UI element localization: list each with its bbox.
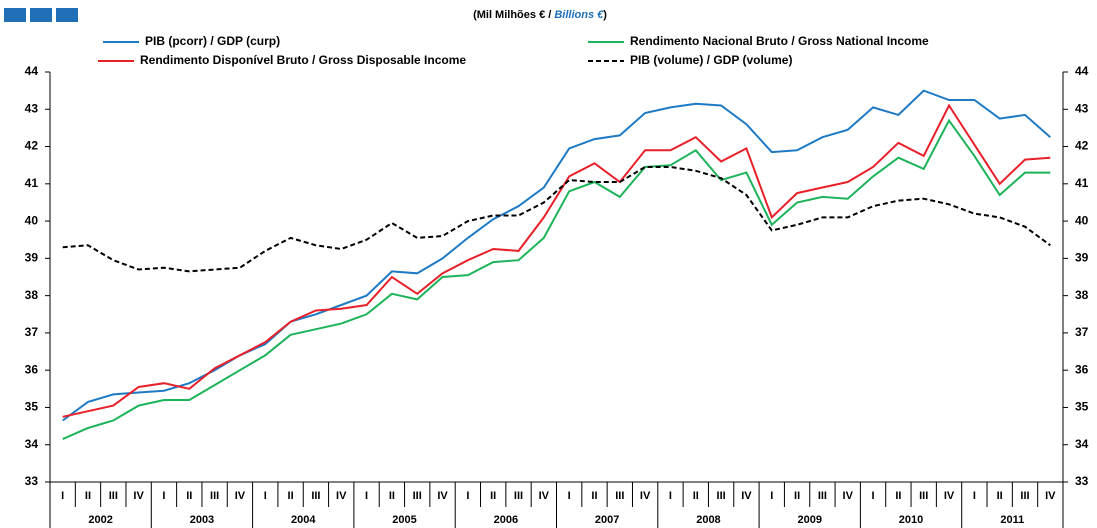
- year-label: 2009: [798, 514, 822, 526]
- y2-tick-label: 34: [1075, 437, 1089, 451]
- x-tick-label: II: [490, 490, 496, 502]
- chart-title: (Mil Milhões € / Billions €): [473, 9, 607, 21]
- x-tick-label: IV: [640, 490, 651, 502]
- x-tick-label: III: [818, 490, 827, 502]
- line-series: [62, 103, 1051, 418]
- x-tick-label: IV: [133, 490, 144, 502]
- x-tick-label: III: [514, 490, 523, 502]
- x-tick-label: I: [61, 490, 64, 502]
- x-tick-label: I: [365, 490, 368, 502]
- x-tick-label: I: [264, 490, 267, 502]
- y-tick-label: 34: [25, 437, 39, 451]
- line-series: [62, 118, 1051, 441]
- x-tick-label: III: [210, 490, 219, 502]
- y-tick-label: 35: [25, 400, 39, 414]
- legend-label: PIB (pcorr) / GDP (curp): [145, 34, 280, 48]
- x-tick-label: I: [568, 490, 571, 502]
- title-pt: (Mil Milhões € /: [473, 9, 554, 21]
- year-label: 2006: [494, 514, 518, 526]
- y-tick-label: 36: [25, 362, 39, 376]
- title-en: Billions €: [554, 9, 604, 21]
- y2-tick-label: 37: [1075, 325, 1089, 339]
- y-tick-label: 33: [25, 474, 39, 488]
- y2-tick-label: 35: [1075, 400, 1089, 414]
- x-tick-label: IV: [539, 490, 550, 502]
- x-tick-label: IV: [1045, 490, 1056, 502]
- y2-tick-label: 38: [1075, 288, 1089, 302]
- x-tick-label: II: [85, 490, 91, 502]
- y2-tick-label: 44: [1075, 64, 1089, 78]
- y-tick-label: 37: [25, 325, 39, 339]
- y2-tick-label: 39: [1075, 251, 1089, 265]
- year-label: 2007: [595, 514, 619, 526]
- x-tick-label: I: [872, 490, 875, 502]
- legend-label: Rendimento Disponível Bruto / Gross Disp…: [140, 53, 466, 67]
- x-tick-label: II: [997, 490, 1003, 502]
- year-label: 2011: [1000, 514, 1024, 526]
- x-tick-label: II: [186, 490, 192, 502]
- y2-tick-label: 43: [1075, 101, 1089, 115]
- year-label: 2003: [190, 514, 214, 526]
- x-tick-label: III: [311, 490, 320, 502]
- x-tick-label: III: [717, 490, 726, 502]
- x-tick-label: II: [794, 490, 800, 502]
- decor-square: [4, 8, 26, 22]
- x-tick-label: I: [466, 490, 469, 502]
- legend-label: Rendimento Nacional Bruto / Gross Nation…: [630, 34, 929, 48]
- x-tick-label: III: [413, 490, 422, 502]
- y2-tick-label: 36: [1075, 362, 1089, 376]
- legend-label: PIB (volume) / GDP (volume): [630, 53, 792, 67]
- year-label: 2008: [696, 514, 720, 526]
- x-tick-label: IV: [843, 490, 854, 502]
- year-label: 2010: [899, 514, 923, 526]
- x-tick-label: II: [591, 490, 597, 502]
- x-tick-label: IV: [437, 490, 448, 502]
- x-tick-label: II: [288, 490, 294, 502]
- line-series: [62, 166, 1051, 273]
- x-tick-label: I: [669, 490, 672, 502]
- x-tick-label: IV: [336, 490, 347, 502]
- x-tick-label: III: [1020, 490, 1029, 502]
- x-tick-label: I: [162, 490, 165, 502]
- title-close: ): [603, 9, 607, 21]
- y2-tick-label: 42: [1075, 139, 1089, 153]
- x-tick-label: II: [895, 490, 901, 502]
- x-tick-label: I: [973, 490, 976, 502]
- y2-tick-label: 40: [1075, 213, 1089, 227]
- y-tick-label: 39: [25, 251, 39, 265]
- x-tick-label: IV: [235, 490, 246, 502]
- x-tick-label: I: [770, 490, 773, 502]
- x-tick-label: III: [109, 490, 118, 502]
- decor-square: [30, 8, 52, 22]
- y2-tick-label: 41: [1075, 176, 1089, 190]
- y-tick-label: 44: [25, 64, 39, 78]
- y2-tick-label: 33: [1075, 474, 1089, 488]
- y-tick-label: 42: [25, 139, 39, 153]
- year-label: 2002: [88, 514, 112, 526]
- year-label: 2004: [291, 514, 316, 526]
- y-tick-label: 43: [25, 101, 39, 115]
- decor-square: [56, 8, 78, 22]
- x-tick-label: III: [919, 490, 928, 502]
- y-tick-label: 38: [25, 288, 39, 302]
- x-tick-label: III: [615, 490, 624, 502]
- y-tick-label: 40: [25, 213, 39, 227]
- year-label: 2005: [392, 514, 416, 526]
- x-tick-label: IV: [741, 490, 752, 502]
- x-tick-label: II: [389, 490, 395, 502]
- y-tick-label: 41: [25, 176, 39, 190]
- x-tick-label: II: [693, 490, 699, 502]
- x-tick-label: IV: [944, 490, 955, 502]
